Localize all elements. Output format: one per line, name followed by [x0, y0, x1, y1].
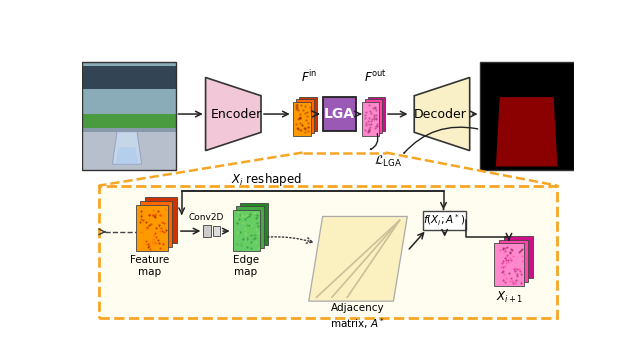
- Text: Decoder: Decoder: [414, 108, 467, 121]
- Text: $f(X_i; A^*)$: $f(X_i; A^*)$: [424, 213, 466, 228]
- Text: $\mathcal{L}_{\rm LGA}$: $\mathcal{L}_{\rm LGA}$: [374, 154, 403, 169]
- Bar: [494, 243, 524, 286]
- Text: $X_{i+1}$: $X_{i+1}$: [496, 289, 524, 305]
- Text: Edge
map: Edge map: [232, 255, 259, 276]
- Text: LGA: LGA: [324, 107, 355, 121]
- Text: Conv2D: Conv2D: [189, 213, 224, 222]
- Bar: [140, 201, 172, 247]
- FancyBboxPatch shape: [99, 186, 557, 318]
- Text: $X_i$ reshaped: $X_i$ reshaped: [231, 171, 302, 188]
- Text: Adjacency
matrix, $A^*$: Adjacency matrix, $A^*$: [330, 303, 385, 330]
- Bar: [82, 114, 175, 128]
- Bar: [481, 62, 575, 170]
- Bar: [82, 132, 175, 170]
- Text: Encoder: Encoder: [211, 108, 262, 121]
- Text: $F^{\rm out}$: $F^{\rm out}$: [364, 69, 387, 85]
- Text: Feature
map: Feature map: [130, 255, 169, 276]
- Polygon shape: [205, 77, 261, 150]
- Bar: [204, 225, 211, 237]
- Bar: [82, 62, 175, 170]
- Bar: [323, 97, 356, 131]
- Bar: [145, 197, 177, 243]
- Bar: [136, 205, 168, 251]
- Text: $F^{\rm in}$: $F^{\rm in}$: [301, 69, 317, 85]
- Bar: [232, 210, 260, 251]
- Bar: [82, 62, 175, 170]
- Polygon shape: [414, 77, 470, 150]
- FancyArrowPatch shape: [404, 127, 477, 153]
- Bar: [365, 99, 382, 133]
- Bar: [236, 206, 264, 248]
- Bar: [362, 102, 379, 136]
- Bar: [82, 66, 175, 89]
- Bar: [504, 236, 533, 278]
- FancyArrowPatch shape: [371, 134, 378, 149]
- Bar: [499, 239, 528, 282]
- Polygon shape: [308, 216, 407, 301]
- Bar: [240, 203, 268, 245]
- Bar: [368, 97, 385, 131]
- Bar: [212, 226, 220, 236]
- Polygon shape: [496, 97, 557, 166]
- Bar: [292, 102, 311, 136]
- Bar: [299, 97, 317, 131]
- Bar: [82, 62, 175, 116]
- Bar: [424, 211, 466, 230]
- Polygon shape: [115, 147, 139, 164]
- Polygon shape: [113, 132, 141, 164]
- Bar: [296, 99, 314, 133]
